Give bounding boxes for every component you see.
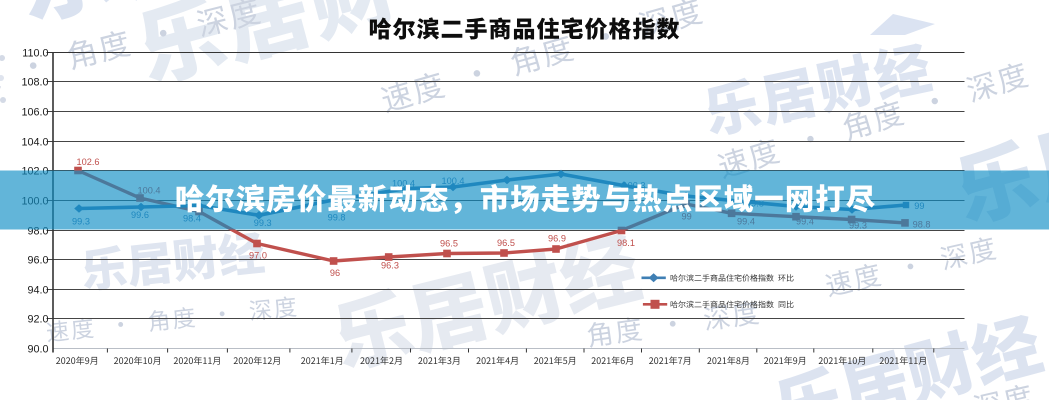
svg-text:96: 96 (330, 268, 340, 278)
svg-text:102.6: 102.6 (77, 157, 100, 167)
svg-text:96.9: 96.9 (548, 233, 566, 243)
svg-text:96.5: 96.5 (497, 238, 515, 248)
svg-text:97.0: 97.0 (249, 250, 267, 260)
svg-text:94.0: 94.0 (27, 285, 48, 297)
svg-text:96.3: 96.3 (381, 260, 399, 270)
svg-text:96.0: 96.0 (27, 255, 48, 267)
svg-text:96.5: 96.5 (440, 238, 458, 248)
svg-text:104.0: 104.0 (21, 137, 48, 149)
svg-text:110.0: 110.0 (22, 48, 48, 60)
svg-text:98.1: 98.1 (617, 238, 635, 248)
svg-text:108.0: 108.0 (21, 77, 48, 89)
svg-text:106.0: 106.0 (21, 107, 48, 119)
svg-text:92.0: 92.0 (27, 314, 48, 326)
svg-text:90.0: 90.0 (27, 344, 48, 356)
